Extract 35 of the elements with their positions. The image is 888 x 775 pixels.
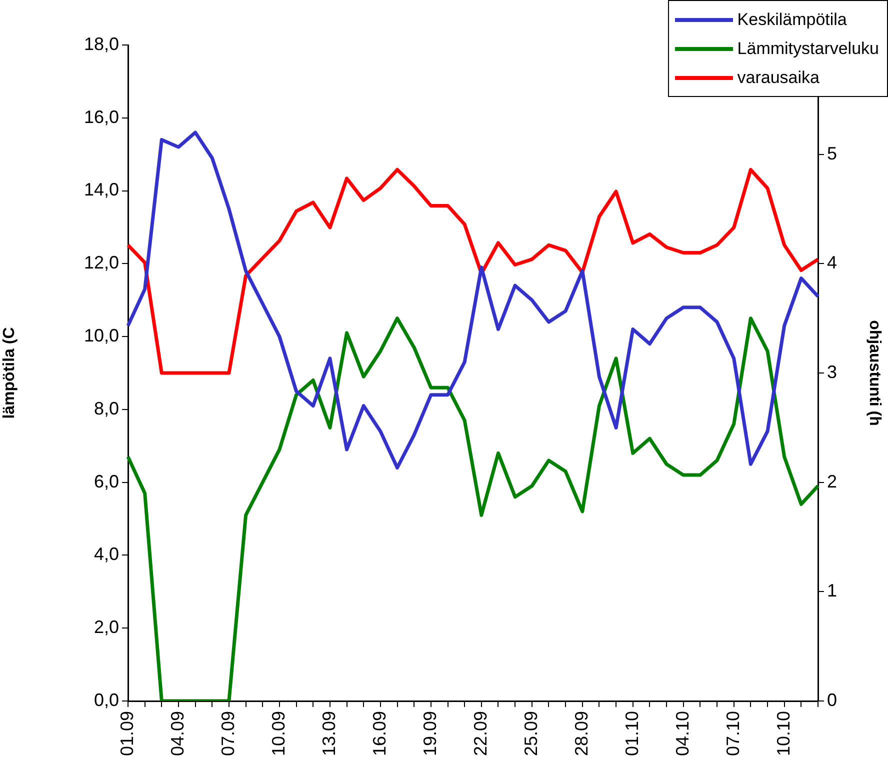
- y-tick-label: 12,0: [84, 252, 119, 273]
- y-tick-label: 14,0: [84, 180, 119, 200]
- legend-label: Lämmitystarveluku: [737, 38, 879, 58]
- y-tick-label: 18,0: [84, 34, 119, 54]
- x-tick-label: 01.10: [622, 711, 642, 756]
- y-tick-label: 10,0: [84, 326, 119, 346]
- y-tick-label: 8,0: [94, 398, 119, 418]
- x-tick-label: 04.09: [167, 711, 188, 756]
- y-tick-label: 16,0: [84, 106, 119, 127]
- x-tick-label: 19.09: [420, 711, 440, 756]
- y2-tick-label: 5: [827, 143, 838, 164]
- y2-tick-label: 3: [827, 362, 838, 382]
- y-axis-title: lämpötila (C: [1, 326, 18, 419]
- y-tick-label: 0,0: [94, 690, 119, 710]
- y2-tick-label: 0: [827, 690, 838, 710]
- x-tick-label: 01.09: [116, 711, 137, 756]
- x-tick-label: 07.10: [722, 711, 743, 756]
- x-tick-label: 13.09: [318, 711, 339, 756]
- x-tick-label: 10.10: [773, 711, 794, 756]
- y2-tick-label: 4: [827, 252, 838, 273]
- x-tick-label: 04.10: [672, 711, 692, 756]
- legend-label: Keskilämpötila: [737, 10, 847, 30]
- legend-label: varausaika: [737, 68, 820, 88]
- x-tick-label: 07.09: [218, 711, 238, 756]
- x-tick-label: 10.09: [268, 711, 288, 756]
- y-tick-label: 2,0: [94, 617, 119, 638]
- y2-axis-title: ohjaustunti (h: [866, 320, 883, 426]
- x-tick-label: 25.09: [520, 711, 541, 756]
- x-tick-label: 16.09: [369, 711, 390, 756]
- x-tick-label: 22.09: [470, 711, 490, 756]
- y2-tick-label: 1: [827, 580, 838, 601]
- x-tick-label: 28.09: [571, 711, 592, 756]
- y2-tick-label: 2: [827, 471, 838, 492]
- y-tick-label: 4,0: [94, 544, 119, 564]
- y-tick-label: 6,0: [94, 471, 119, 492]
